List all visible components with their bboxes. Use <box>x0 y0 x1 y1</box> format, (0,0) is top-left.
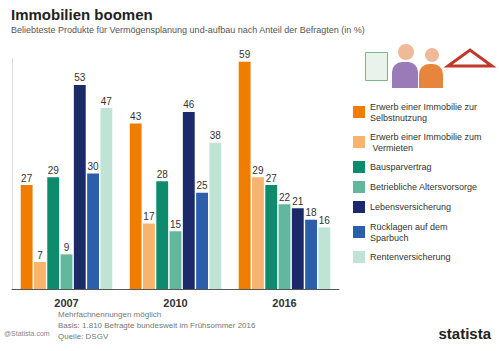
svg-text:2007: 2007 <box>54 297 78 309</box>
svg-text:Lebensversicherung: Lebensversicherung <box>370 202 451 212</box>
svg-text:43: 43 <box>130 111 142 122</box>
svg-text:47: 47 <box>101 96 113 107</box>
svg-text:21: 21 <box>292 196 304 207</box>
svg-text:Basis: 1.810 Befragte bundeswe: Basis: 1.810 Befragte bundesweit im Früh… <box>58 321 256 330</box>
svg-text:29: 29 <box>252 165 264 176</box>
svg-text:Selbstnutzung: Selbstnutzung <box>370 113 427 123</box>
svg-text:Betriebliche Altersvorsorge: Betriebliche Altersvorsorge <box>370 182 477 192</box>
svg-text:statista: statista <box>438 325 491 342</box>
svg-text:16: 16 <box>319 215 331 226</box>
svg-text:22: 22 <box>279 192 291 203</box>
svg-text:Vermieten: Vermieten <box>370 143 413 153</box>
svg-text:27: 27 <box>266 173 278 184</box>
svg-text:59: 59 <box>239 49 251 60</box>
svg-text:Quelle: DSGV: Quelle: DSGV <box>58 332 109 341</box>
svg-text:2016: 2016 <box>272 297 296 309</box>
svg-text:@Statista.com: @Statista.com <box>4 330 50 337</box>
svg-text:38: 38 <box>210 130 222 141</box>
svg-text:Sparbuch: Sparbuch <box>370 233 409 243</box>
svg-text:Rentenversicherung: Rentenversicherung <box>370 252 451 262</box>
svg-text:Mehrfachnennungen möglich: Mehrfachnennungen möglich <box>58 310 161 319</box>
svg-text:Bausparvertrag: Bausparvertrag <box>370 162 432 172</box>
svg-text:Erwerb einer Immobilie zum: Erwerb einer Immobilie zum <box>370 132 482 142</box>
svg-text:2010: 2010 <box>163 297 187 309</box>
svg-text:Erwerb einer Immobilie zur: Erwerb einer Immobilie zur <box>370 102 480 112</box>
svg-text:Rücklagen auf dem: Rücklagen auf dem <box>370 222 450 232</box>
svg-text:Immobilien boomen: Immobilien boomen <box>11 6 153 23</box>
svg-text:29: 29 <box>48 165 60 176</box>
svg-text:17: 17 <box>143 211 155 222</box>
svg-text:9: 9 <box>64 242 70 253</box>
svg-text:46: 46 <box>183 99 195 110</box>
svg-text:30: 30 <box>88 161 100 172</box>
svg-text:25: 25 <box>197 180 209 191</box>
svg-text:27: 27 <box>21 173 33 184</box>
svg-text:7: 7 <box>37 250 43 261</box>
svg-text:15: 15 <box>170 219 182 230</box>
svg-text:18: 18 <box>306 207 318 218</box>
svg-text:53: 53 <box>74 72 86 83</box>
svg-text:Beliebteste Produkte für Vermö: Beliebteste Produkte für Vermögensplanun… <box>11 25 365 35</box>
svg-text:28: 28 <box>157 169 169 180</box>
